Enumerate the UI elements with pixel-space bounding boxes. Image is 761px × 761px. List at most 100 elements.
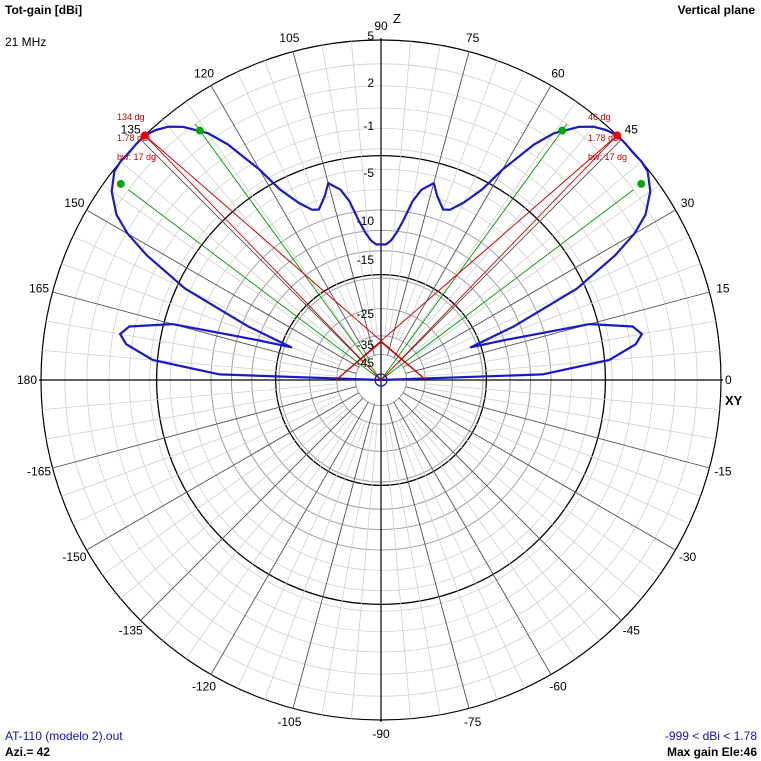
angle-label: -135 [119, 623, 143, 637]
major-spoke [387, 404, 470, 709]
chart-title: Tot-gain [dBi] [5, 3, 83, 17]
minor-spoke [422, 394, 701, 497]
major-spoke [292, 51, 375, 356]
major-spoke [393, 401, 552, 675]
minor-spoke [185, 415, 356, 659]
minor-spoke [42, 349, 338, 377]
radial-scale-label: -15 [357, 253, 375, 267]
marker-text: bw: 17 dg [588, 152, 627, 162]
frequency-label: 21 MHz [5, 35, 47, 49]
z-axis-label: Z [393, 11, 401, 26]
minor-spoke [395, 421, 498, 700]
angle-label: -90 [372, 727, 390, 741]
angle-label: 0 [725, 373, 732, 387]
gain-pattern [110, 125, 652, 387]
major-spoke [398, 139, 622, 363]
beamwidth-marker [637, 179, 646, 188]
marker-text: 134 dg [117, 112, 145, 122]
max-gain-readout: Max gain Ele:46 [666, 745, 757, 759]
minor-spoke [72, 235, 342, 362]
angle-label: 180 [17, 373, 37, 387]
major-spoke [86, 392, 360, 551]
major-spoke [140, 139, 364, 363]
marker-text: 1.78 dBi [117, 133, 150, 143]
xy-axis-label: XY [725, 393, 743, 408]
major-spoke [405, 291, 710, 374]
minor-spoke [264, 60, 367, 339]
major-spoke [210, 401, 369, 675]
beamwidth-marker [116, 179, 125, 188]
minor-spoke [42, 383, 338, 411]
angle-label: 120 [194, 66, 214, 80]
minor-spoke [416, 184, 660, 355]
minor-spoke [321, 423, 374, 715]
angle-label: -45 [623, 623, 641, 637]
minor-spoke [399, 71, 526, 341]
angle-label: -105 [277, 715, 301, 729]
major-spoke [405, 386, 710, 469]
major-spoke [86, 209, 360, 368]
minor-spoke [350, 41, 378, 337]
minor-spoke [350, 423, 378, 719]
angle-label: 60 [551, 66, 565, 80]
major-spoke [402, 209, 676, 368]
angle-label: -30 [679, 550, 697, 564]
angle-label: 90 [374, 19, 388, 33]
radial-scale-label: -1 [363, 119, 374, 133]
minor-spoke [424, 383, 720, 411]
minor-spoke [409, 413, 600, 641]
major-spoke [398, 397, 622, 621]
marker-ray [380, 133, 619, 381]
major-spoke [140, 397, 364, 621]
angle-label: -120 [192, 680, 216, 694]
minor-spoke [120, 161, 348, 352]
gain-range: -999 < dBi < 1.78 [664, 729, 757, 743]
angle-label: 105 [279, 31, 299, 45]
marker-text: bw: 17 dg [117, 152, 156, 162]
minor-spoke [424, 387, 716, 440]
azimuth-readout: Azi.= 42 [5, 745, 51, 759]
minor-spoke [414, 408, 642, 599]
angle-label: 150 [64, 196, 84, 210]
beamwidth-line [128, 189, 382, 381]
major-spoke [402, 392, 676, 551]
angle-label: 165 [29, 281, 49, 295]
angle-label: -60 [549, 680, 567, 694]
beamwidth-marker [558, 126, 567, 135]
angle-label: 135 [121, 123, 141, 137]
beamwidth-line [380, 189, 634, 381]
angle-label: 30 [681, 196, 695, 210]
marker-ray [143, 133, 382, 381]
marker-text: 1.78 dBi [588, 133, 621, 143]
major-spoke [210, 85, 369, 359]
major-spoke [387, 51, 470, 356]
minor-spoke [422, 263, 701, 366]
minor-spoke [424, 320, 716, 373]
max-gain-marker [140, 131, 149, 140]
major-spoke [52, 291, 357, 374]
angle-labels: 0 15 30 45 60 75 90 105 120 135 150 165 180 -165 -150 -… [17, 11, 743, 741]
minor-spoke [416, 405, 660, 576]
pattern-curve [110, 125, 652, 382]
minor-spoke [414, 161, 642, 352]
minor-spoke [424, 349, 720, 377]
pattern-center [374, 373, 388, 387]
radial-scale-label: -25 [357, 307, 375, 321]
marker-line [335, 135, 618, 381]
minor-spoke [264, 421, 367, 700]
radial-scale-label: -35 [357, 338, 375, 352]
angle-label: 45 [625, 123, 639, 137]
beamwidth-lines [128, 123, 634, 381]
minor-spoke [61, 394, 340, 497]
beamwidth-line [380, 123, 568, 381]
minor-spoke [185, 101, 356, 345]
file-name: AT-110 (modelo 2).out [5, 729, 123, 743]
angle-label: -15 [714, 465, 732, 479]
radial-scale-label: -5 [363, 166, 374, 180]
minor-spoke [388, 45, 441, 337]
radial-scale-label: 2 [367, 76, 374, 90]
minor-spoke [399, 419, 526, 689]
major-spoke [52, 386, 357, 469]
minor-spoke [102, 184, 346, 355]
